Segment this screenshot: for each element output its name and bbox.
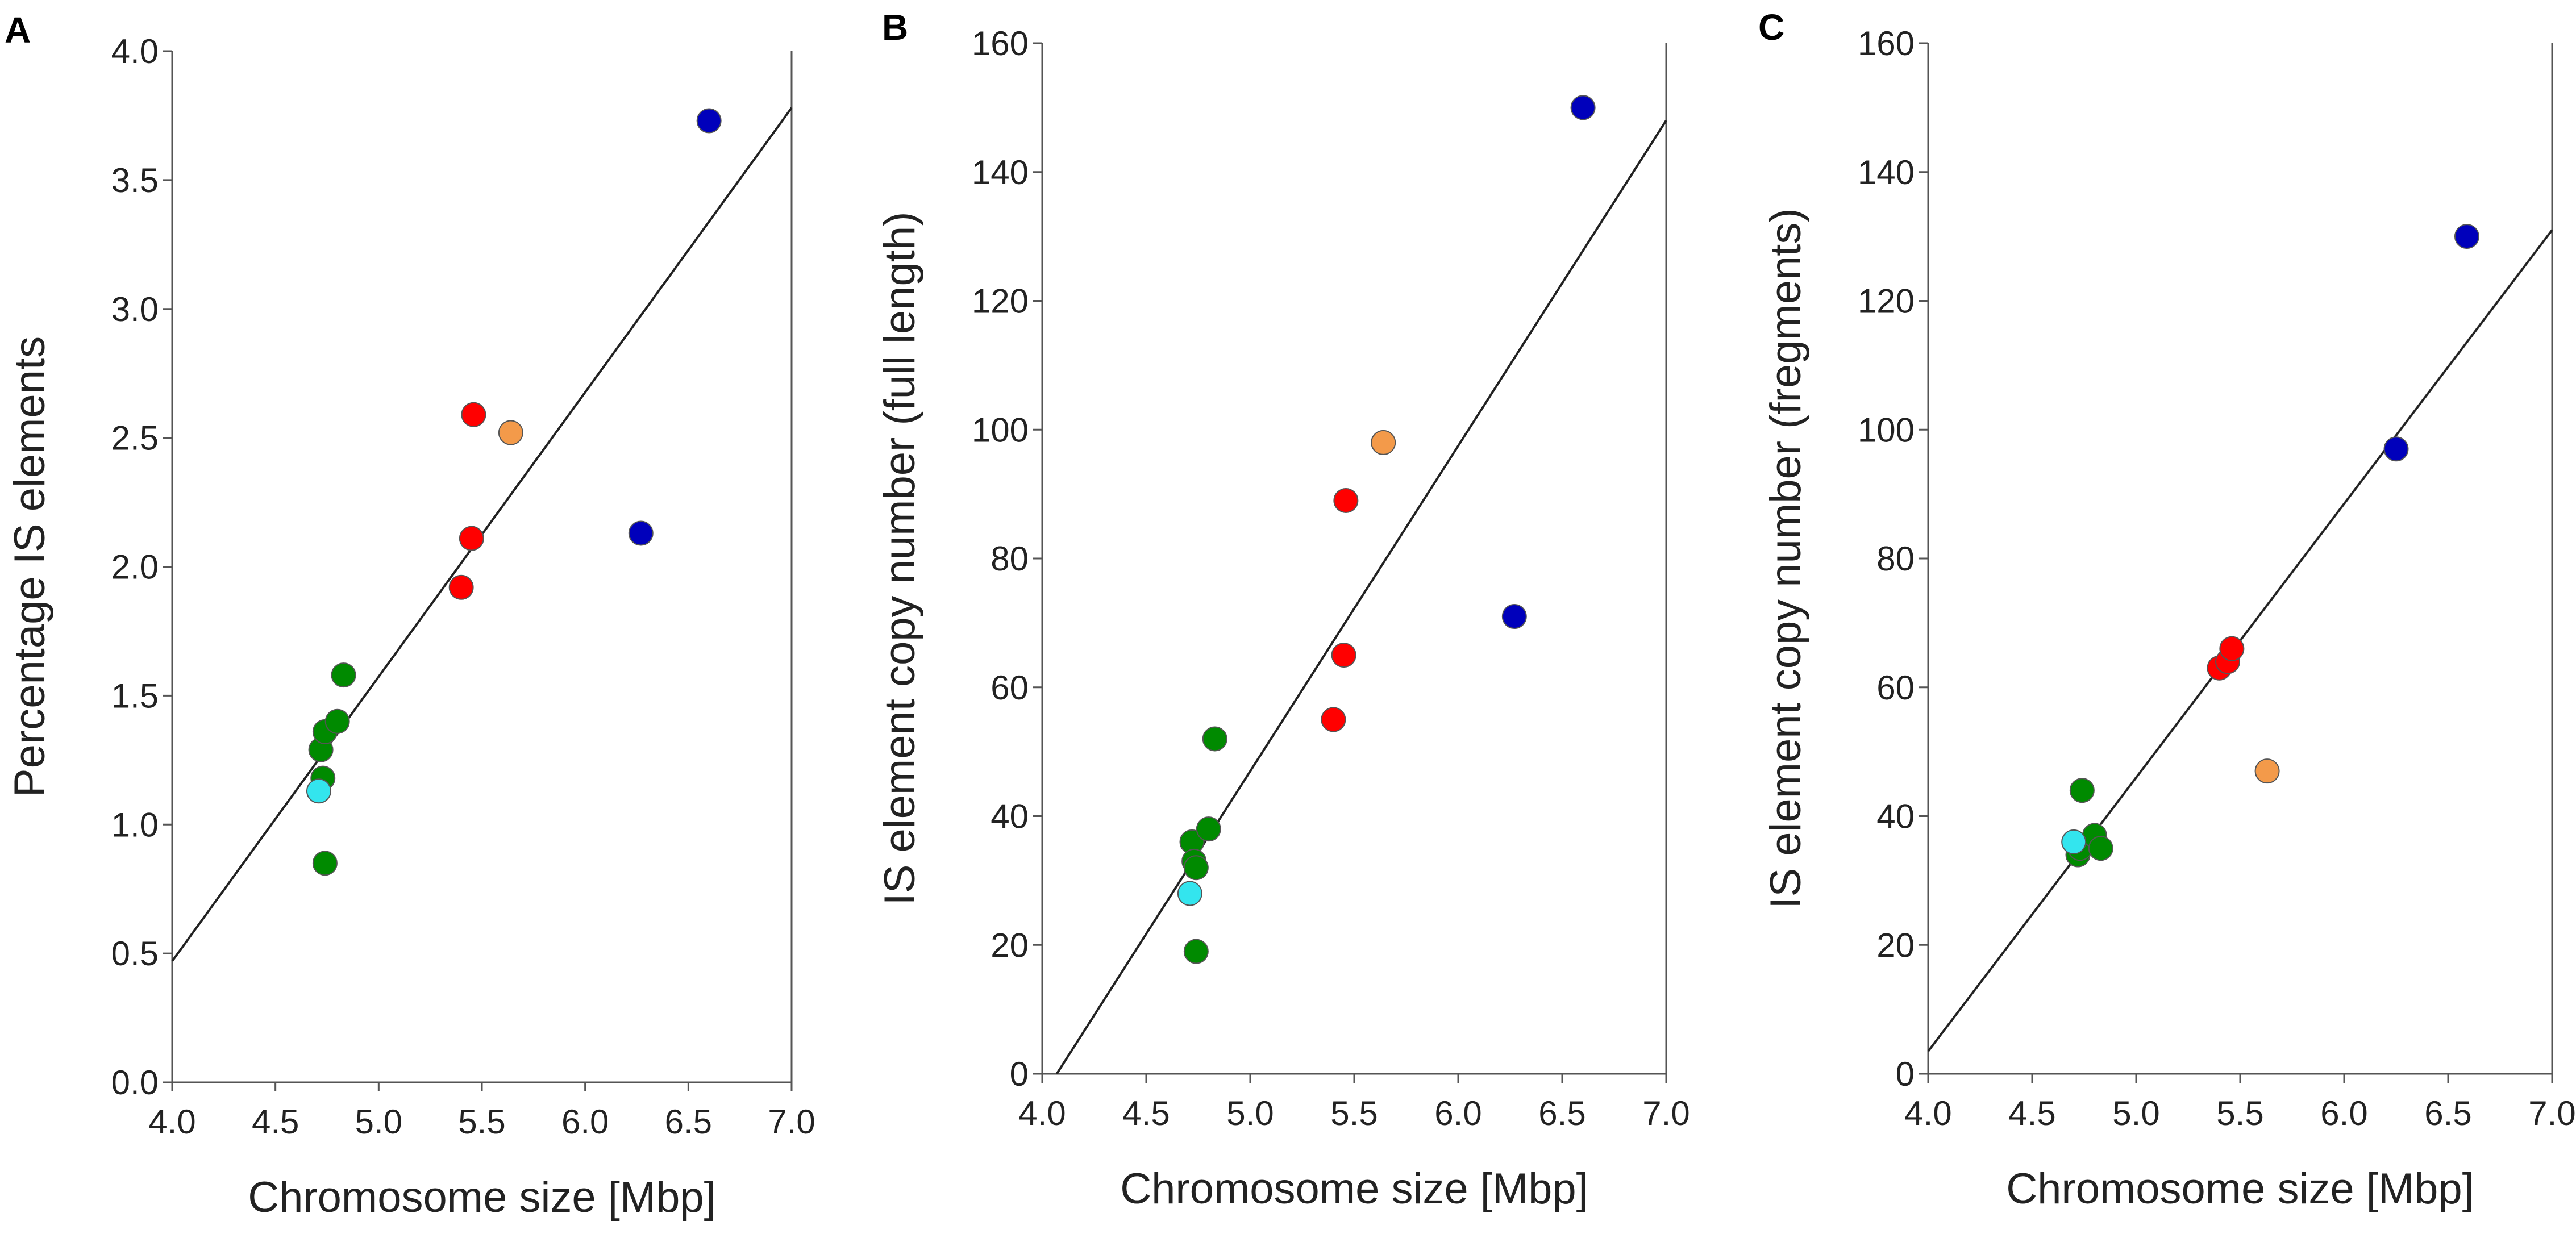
data-point-green bbox=[2069, 778, 2095, 803]
panel-letter: B bbox=[882, 7, 908, 48]
x-tick-label: 4.5 bbox=[1122, 1094, 1170, 1132]
data-point-red bbox=[461, 402, 486, 427]
x-tick-label: 7.0 bbox=[2528, 1094, 2575, 1132]
x-tick-label: 5.5 bbox=[458, 1103, 505, 1141]
x-axis-title: Chromosome size [Mbp] bbox=[248, 1173, 716, 1222]
x-tick-label: 4.0 bbox=[148, 1103, 195, 1141]
data-point-blue bbox=[2454, 224, 2479, 249]
x-tick-label: 6.0 bbox=[561, 1103, 609, 1141]
y-tick-label: 100 bbox=[972, 411, 1029, 449]
data-point-green bbox=[331, 662, 356, 688]
y-axis-title: IS element copy number (fregments) bbox=[1762, 208, 1810, 908]
panel-c: C 0 20 40 60 80 100 120 140 160 4.0 4.5 5.0 5.5 6.0 6.5… bbox=[1758, 7, 2576, 1213]
x-tick-label: 6.5 bbox=[2424, 1094, 2471, 1132]
x-tick-label: 4.0 bbox=[1904, 1094, 1951, 1132]
y-axis-title: IS element copy number (full length) bbox=[876, 212, 924, 906]
y-tick-label: 2.5 bbox=[111, 419, 159, 457]
y-tick-label: 3.5 bbox=[111, 161, 159, 199]
data-point-red bbox=[1321, 707, 1346, 732]
y-tick-label: 2.0 bbox=[111, 548, 159, 586]
data-point-red bbox=[1333, 487, 1359, 513]
y-tick-label: 140 bbox=[1858, 153, 1915, 191]
y-tick-label: 0 bbox=[1896, 1055, 1915, 1093]
data-point-green bbox=[312, 851, 338, 876]
panel-letter: A bbox=[5, 10, 31, 51]
y-tick-label: 0.0 bbox=[111, 1064, 159, 1102]
data-point-red bbox=[2219, 636, 2245, 661]
y-tick-label: 40 bbox=[991, 798, 1029, 836]
y-tick-label: 1.5 bbox=[111, 677, 159, 715]
trend-line bbox=[1055, 119, 1667, 1075]
axes-frame bbox=[1041, 43, 1667, 1075]
axes-frame bbox=[1927, 43, 2553, 1075]
data-point-cyan bbox=[306, 778, 331, 804]
panel-a: A 0.0 0.5 1.0 1.5 2.0 2.5 3.0 3.5 4.0 4.0 4.5 5.0 5.5… bbox=[5, 10, 815, 1222]
data-point-red bbox=[459, 526, 484, 551]
panel-letter: C bbox=[1758, 7, 1784, 48]
x-tick-label: 7.0 bbox=[768, 1103, 815, 1141]
x-tick-label: 5.0 bbox=[355, 1103, 402, 1141]
axes-frame bbox=[171, 51, 793, 1083]
panel-b: B 0 20 40 60 80 100 120 140 160 4.0 4.5 5.0 5.5 6.0 6.5… bbox=[876, 7, 1690, 1213]
data-point-blue bbox=[2383, 436, 2409, 462]
y-tick-label: 0.5 bbox=[111, 935, 159, 973]
y-tick-label: 120 bbox=[1858, 282, 1915, 320]
data-point-blue bbox=[1501, 604, 1527, 630]
x-axis-title: Chromosome size [Mbp] bbox=[2006, 1165, 2474, 1213]
x-tick-label: 5.5 bbox=[1330, 1094, 1378, 1132]
data-point-green bbox=[1202, 726, 1227, 752]
y-tick-label: 60 bbox=[991, 669, 1029, 707]
y-tick-label: 140 bbox=[972, 153, 1029, 191]
x-axis-title: Chromosome size [Mbp] bbox=[1120, 1165, 1588, 1213]
x-tick-label: 6.0 bbox=[1434, 1094, 1481, 1132]
y-tick-label: 160 bbox=[1858, 24, 1915, 62]
data-point-orange bbox=[1371, 430, 1396, 455]
data-point-blue bbox=[628, 520, 654, 546]
data-point-green bbox=[1183, 939, 1209, 964]
y-tick-label: 4.0 bbox=[111, 32, 159, 70]
y-tick-label: 1.0 bbox=[111, 806, 159, 844]
y-tick-label: 60 bbox=[1876, 669, 1915, 707]
x-tick-label: 4.0 bbox=[1018, 1094, 1066, 1132]
data-point-green bbox=[324, 708, 350, 734]
data-point-blue bbox=[1570, 95, 1596, 120]
x-tick-label: 6.0 bbox=[2320, 1094, 2367, 1132]
x-tick-label: 6.5 bbox=[665, 1103, 712, 1141]
x-tick-label: 5.0 bbox=[1226, 1094, 1274, 1132]
y-tick-label: 100 bbox=[1858, 411, 1915, 449]
x-tick-label: 5.5 bbox=[2216, 1094, 2263, 1132]
y-tick-label: 0 bbox=[1010, 1055, 1029, 1093]
y-tick-label: 40 bbox=[1876, 798, 1915, 836]
y-tick-label: 20 bbox=[991, 926, 1029, 964]
data-point-cyan bbox=[1177, 881, 1202, 906]
y-tick-label: 3.0 bbox=[111, 290, 159, 328]
data-point-cyan bbox=[2061, 829, 2087, 854]
data-point-green bbox=[1196, 816, 1221, 842]
y-axis-title: Percentage IS elements bbox=[6, 336, 54, 797]
data-point-orange bbox=[498, 420, 523, 445]
x-tick-label: 4.5 bbox=[2008, 1094, 2055, 1132]
y-tick-label: 80 bbox=[991, 540, 1029, 578]
y-tick-label: 20 bbox=[1876, 926, 1915, 964]
data-point-green bbox=[1183, 855, 1209, 881]
y-tick-label: 160 bbox=[972, 24, 1029, 62]
x-tick-label: 5.0 bbox=[2112, 1094, 2159, 1132]
data-point-red bbox=[1331, 643, 1356, 668]
x-tick-label: 6.5 bbox=[1538, 1094, 1585, 1132]
data-point-green bbox=[2088, 836, 2113, 861]
data-point-red bbox=[448, 574, 474, 600]
x-tick-label: 7.0 bbox=[1642, 1094, 1689, 1132]
x-tick-label: 4.5 bbox=[252, 1103, 299, 1141]
y-tick-label: 120 bbox=[972, 282, 1029, 320]
data-point-blue bbox=[696, 108, 722, 134]
data-point-orange bbox=[2254, 758, 2280, 784]
y-tick-label: 80 bbox=[1876, 540, 1915, 578]
